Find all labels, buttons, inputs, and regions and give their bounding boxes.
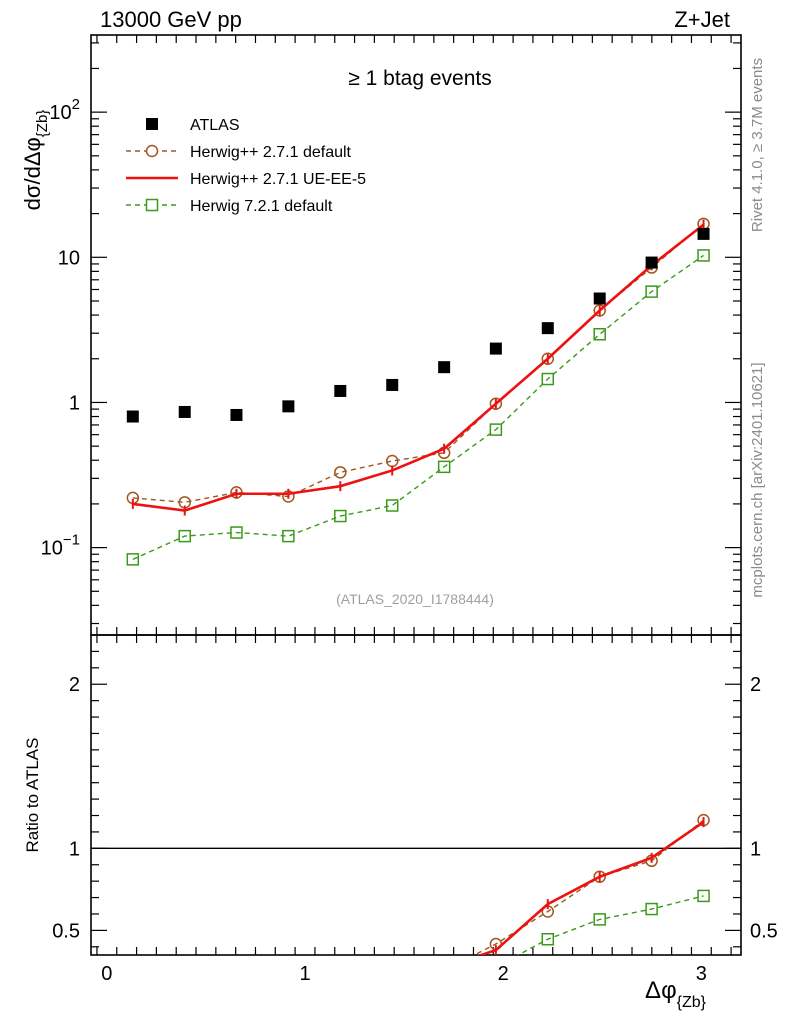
- y-axis-label-ratio: Ratio to ATLAS: [23, 738, 42, 853]
- y-tick-label: 1: [69, 392, 80, 414]
- circle-marker: [541, 352, 555, 366]
- atlas-data-point: [282, 400, 295, 413]
- x-tick-label: 1: [299, 963, 310, 985]
- atlas-data-point: [489, 342, 502, 355]
- square-marker: [541, 372, 555, 386]
- y-tick-label-exponent: 2: [72, 96, 80, 113]
- main-frame: [90, 34, 742, 636]
- circle-marker: [593, 304, 606, 317]
- legend-circle-marker: [145, 144, 159, 158]
- circle-marker: [489, 397, 503, 410]
- square-marker: [593, 328, 606, 341]
- y-tick-label: 102: [49, 96, 80, 124]
- rivet-version-label: Rivet 4.1.0, ≥ 3.7M events: [749, 58, 766, 232]
- square-marker: [593, 913, 606, 926]
- x-tick-label: 2: [498, 963, 509, 985]
- y-tick-label-base: 10: [49, 102, 71, 124]
- ratio-series-clipped: [472, 813, 710, 955]
- y-axis-label-main: dσ/dΔφ{Zb}: [20, 110, 51, 211]
- atlas-data-point: [593, 292, 606, 305]
- ratio-ticks: 0 1 2 3 0.5 0.5 1 1 2 2: [52, 635, 778, 985]
- x-axis-label-text: Δφ: [645, 977, 677, 1004]
- y-tick-label: 10−1: [41, 532, 80, 560]
- legend-square-marker: [145, 198, 159, 212]
- atlas-data-point: [438, 361, 451, 374]
- main-series: [126, 217, 710, 566]
- energy-label: 13000 GeV pp: [100, 7, 242, 32]
- square-marker: [437, 460, 451, 474]
- legend-label: Herwig++ 2.7.1 default: [190, 144, 352, 161]
- legend-label: ATLAS: [190, 117, 240, 134]
- ratio-y-tick-label-left: 2: [69, 674, 80, 696]
- series-line-herwig-2-7-1-default: [472, 819, 704, 955]
- legend-label: Herwig++ 2.7.1 UE-EE-5: [190, 171, 366, 188]
- plot-title: ≥ 1 btag events: [348, 67, 491, 90]
- analysis-watermark: (ATLAS_2020_I1788444): [336, 591, 494, 607]
- square-marker: [126, 553, 140, 566]
- circle-marker: [593, 870, 606, 883]
- square-marker: [541, 932, 555, 946]
- atlas-data-point: [178, 405, 191, 418]
- ratio-y-tick-label-right: 0.5: [750, 920, 778, 942]
- ratio-y-tick-label-right: 2: [750, 674, 761, 696]
- atlas-data-point: [645, 256, 658, 269]
- square-marker: [385, 499, 399, 512]
- y-tick-label: 10: [58, 247, 80, 269]
- ratio-series: [472, 813, 710, 955]
- square-marker: [697, 249, 710, 262]
- atlas-data-point: [386, 378, 399, 391]
- square-marker: [645, 902, 658, 916]
- square-marker: [334, 509, 347, 523]
- ratio-panel: 0 1 2 3 0.5 0.5 1 1 2 2: [52, 634, 778, 985]
- series-line-herwig-7-2-1-default: [132, 254, 704, 560]
- atlas-data-point: [697, 227, 710, 240]
- y-tick-label-exponent: −1: [63, 532, 80, 549]
- square-marker: [489, 423, 503, 436]
- ratio-frame: [90, 634, 742, 956]
- circle-marker: [334, 466, 347, 479]
- y-axis-label-main-text: dσ/dΔφ: [20, 137, 45, 210]
- y-axis-label-main-subscript: {Zb}: [34, 110, 51, 138]
- square-marker: [178, 529, 191, 543]
- square-marker: [645, 285, 658, 298]
- series-line-herwig-2-7-1-ue-ee-5: [477, 821, 705, 955]
- atlas-data-point: [334, 384, 347, 397]
- process-label: Z+Jet: [674, 7, 730, 32]
- legend-marker-atlas: [146, 118, 158, 130]
- ratio-y-tick-label-left: 1: [69, 838, 80, 860]
- x-tick-label: 0: [101, 963, 112, 985]
- y-tick-label-base: 10: [58, 247, 80, 269]
- legend: ATLAS Herwig++ 2.7.1 default Herwig++ 2.7.…: [126, 117, 366, 215]
- atlas-data-point: [541, 322, 554, 335]
- square-marker: [697, 889, 710, 903]
- ratio-y-tick-label-left: 0.5: [52, 920, 80, 942]
- atlas-data-point: [126, 410, 139, 423]
- y-tick-label-base: 10: [41, 538, 63, 560]
- legend-label: Herwig 7.2.1 default: [190, 198, 333, 215]
- series-line-herwig-7-2-1-default: [516, 895, 704, 955]
- y-tick-label-base: 1: [69, 392, 80, 414]
- x-axis-label-subscript: {Zb}: [677, 994, 707, 1011]
- x-axis-label: Δφ{Zb}: [645, 977, 707, 1011]
- x-tick-label: 3: [696, 963, 707, 985]
- square-marker: [282, 529, 295, 543]
- ratio-y-tick-label-right: 1: [750, 838, 761, 860]
- series-line-herwig-2-7-1-ue-ee-5: [132, 223, 705, 512]
- mcplots-label: mcplots.cern.ch [arXiv:2401.10621]: [749, 362, 766, 597]
- square-marker: [230, 526, 243, 539]
- atlas-data-point: [230, 408, 243, 421]
